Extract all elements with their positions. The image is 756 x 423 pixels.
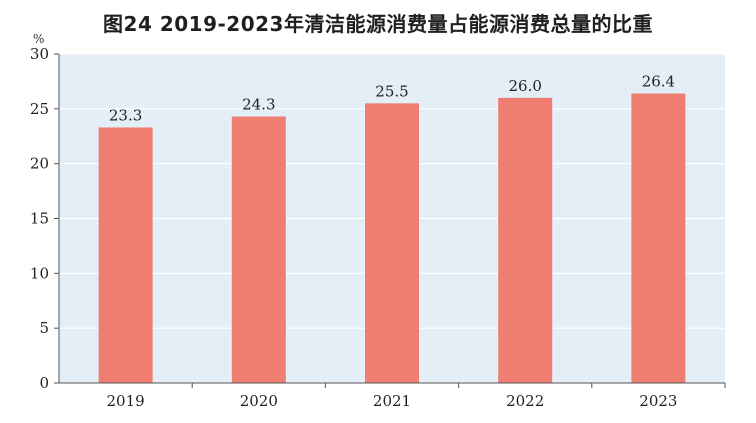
x-tick-label-2020: 2020 [240, 392, 278, 410]
bar-2020 [231, 116, 286, 383]
x-tick-label-2021: 2021 [373, 392, 411, 410]
data-label-2023: 26.4 [642, 72, 675, 90]
y-axis-unit: % [33, 32, 45, 46]
x-tick-label-2023: 2023 [639, 392, 677, 410]
bars [98, 93, 686, 383]
y-tick-label-5: 5 [39, 319, 49, 337]
x-tick-label-2019: 2019 [107, 392, 145, 410]
x-axis-ticks: 2019 2020 2021 2022 2023 [107, 383, 726, 410]
data-label-2020: 24.3 [242, 96, 275, 114]
y-tick-label-10: 10 [30, 264, 49, 282]
y-tick-label-20: 20 [30, 155, 49, 173]
y-axis-ticks: 0 5 10 15 20 25 30 [30, 45, 59, 392]
x-tick-label-2022: 2022 [506, 392, 544, 410]
chart-title: 图24 2019-2023年清洁能源消费量占能源消费总量的比重 [103, 12, 653, 36]
y-tick-label-30: 30 [30, 45, 49, 63]
bar-2019 [98, 127, 153, 383]
bar-2021 [365, 103, 419, 383]
data-label-2022: 26.0 [508, 77, 541, 95]
bar-2023 [631, 93, 686, 383]
y-tick-label-25: 25 [30, 100, 49, 118]
data-label-2019: 23.3 [109, 106, 142, 124]
y-tick-label-15: 15 [30, 210, 49, 228]
data-label-2021: 25.5 [375, 82, 408, 100]
bar-2022 [498, 97, 553, 383]
data-labels: 23.3 24.3 25.5 26.0 26.4 [109, 72, 675, 124]
y-tick-label-0: 0 [39, 374, 49, 392]
